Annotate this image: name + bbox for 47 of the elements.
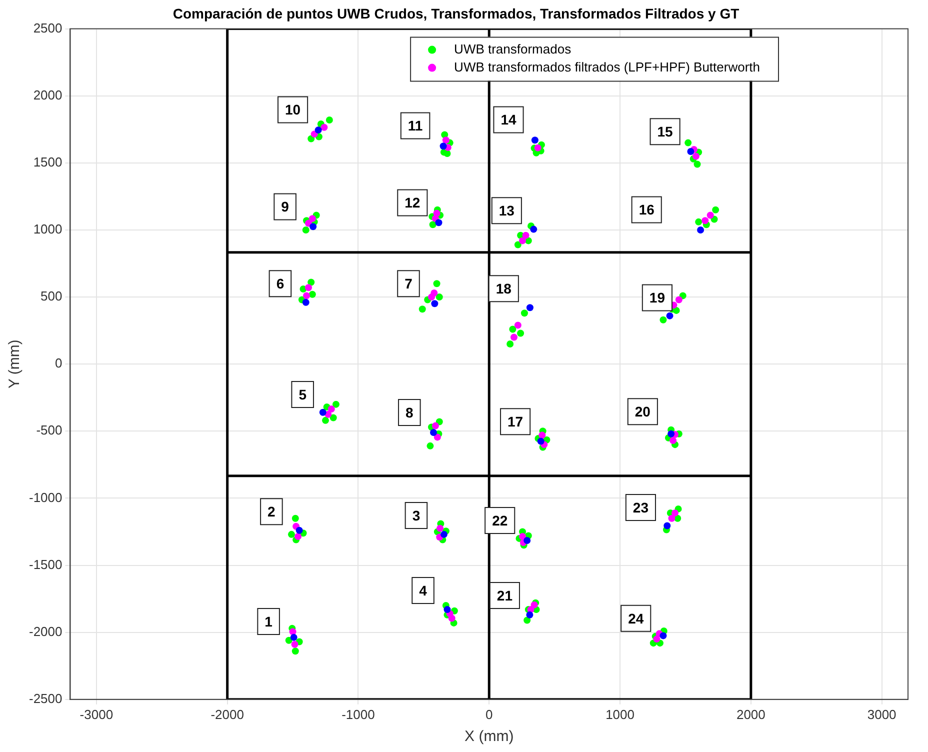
y-tick-label: -500: [36, 422, 62, 438]
x-tick-label: 0: [486, 706, 493, 722]
annotation: 8: [406, 404, 414, 420]
annotation: 19: [649, 290, 666, 306]
annotation: 2: [268, 503, 276, 520]
annotation: 1: [264, 613, 273, 630]
annotation: 7: [404, 275, 413, 292]
y-tick-label: -1000: [29, 490, 62, 505]
annotation: 13: [498, 202, 515, 219]
annotation: 6: [276, 275, 284, 292]
annotation: 21: [496, 587, 513, 604]
annotation: 4: [419, 582, 428, 598]
y-tick-label: 500: [40, 288, 62, 304]
annotation: 12: [404, 194, 420, 211]
y-tick-label: 1500: [33, 154, 62, 170]
annotation: 22: [492, 512, 508, 528]
annotation: 17: [508, 413, 524, 430]
y-tick-label: -2000: [29, 624, 62, 639]
annotation: 18: [496, 280, 512, 296]
y-tick-label: 2500: [33, 20, 62, 36]
legend-label: UWB transformados filtrados (LPF+HPF) Butterworth: [454, 59, 760, 74]
annotation: 11: [408, 118, 423, 134]
annotation: 16: [638, 202, 655, 218]
x-tick-label: 2000: [736, 706, 766, 722]
y-axis-title: Y (mm): [6, 340, 24, 389]
x-tick-label: -3000: [80, 706, 114, 722]
annotation: 9: [281, 198, 290, 215]
y-tick-label: 0: [55, 356, 62, 371]
y-tick-label: 1000: [33, 222, 62, 237]
annotation: 24: [628, 610, 644, 626]
legend-label: UWB transformados: [454, 41, 572, 56]
annotation: 3: [412, 507, 420, 524]
x-tick-label: 3000: [867, 706, 896, 722]
annotation: 20: [634, 403, 651, 420]
annotation: 23: [632, 499, 649, 516]
x-tick-label: 1000: [606, 706, 634, 722]
y-tick-label: 2000: [33, 87, 62, 102]
annotation: 5: [298, 386, 307, 402]
x-tick-label: -1000: [342, 706, 375, 722]
annotation: 10: [284, 102, 301, 118]
x-axis-title: X (mm): [464, 728, 514, 746]
x-tick-label: -2000: [210, 706, 244, 722]
chart-title: Comparación de puntos UWB Crudos, Transformados, Transformados Filtrados y GT: [172, 5, 740, 22]
y-tick-label: -2500: [29, 690, 62, 706]
annotation: 15: [657, 124, 674, 140]
y-tick-label: -1500: [29, 556, 62, 572]
annotation: 14: [500, 112, 516, 128]
